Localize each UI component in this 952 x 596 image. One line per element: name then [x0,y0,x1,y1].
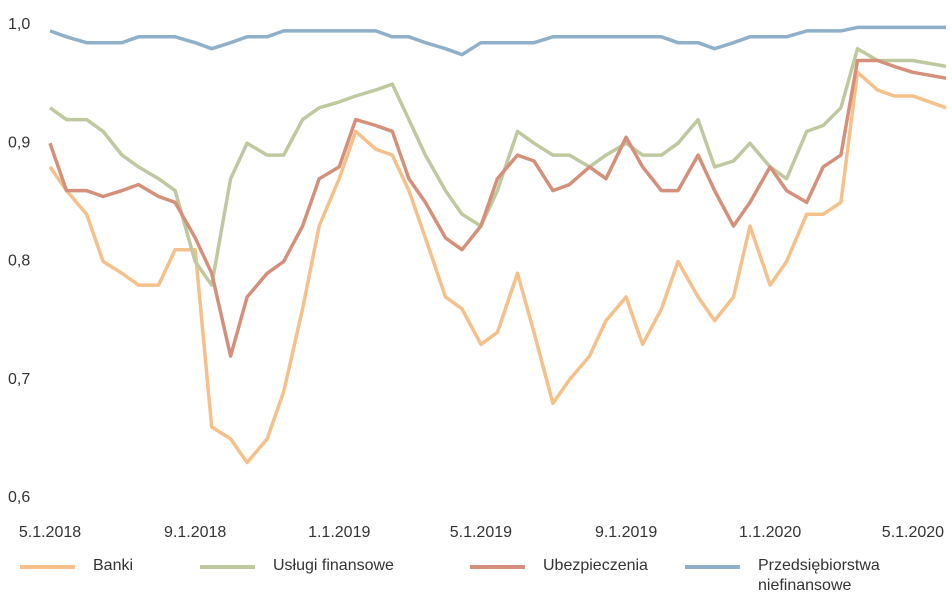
series-line [49,25,946,57]
series-line [48,70,947,465]
x-tick-label: 5.1.2019 [450,524,512,541]
y-tick-label: 0,8 [8,253,30,270]
chart: 0,6 0,7 0,8 0,9 1,0 5.1.2018 9.1.2018 1.1.2019 5… [8,16,947,541]
legend-item: Przedsiębiorstwa niefinansowe [685,556,905,596]
x-tick-label: 9.1.2018 [164,524,226,541]
legend-item: Ubezpieczenia [470,556,660,576]
y-tick-label: 0,9 [8,134,30,151]
legend-swatch [685,565,740,569]
legend-item: Banki [20,556,160,576]
y-tick-label: 1,0 [8,16,30,33]
y-tick-label: 0,7 [8,371,30,388]
series-line [48,46,947,287]
legend-swatch [200,565,255,569]
x-tick-label: 1.1.2020 [739,524,801,541]
legend-item: Usługi finansowe [200,556,420,576]
legend-label: Przedsiębiorstwa niefinansowe [758,557,880,594]
x-tick-label: 5.1.2020 [882,524,944,541]
legend-label: Ubezpieczenia [543,557,648,574]
legend-swatch [20,565,75,569]
legend-swatch [470,565,525,569]
x-tick-label: 9.1.2019 [595,524,657,541]
legend-label: Usługi finansowe [273,557,394,574]
x-tick-label: 1.1.2019 [308,524,370,541]
y-tick-label: 0,6 [8,489,30,506]
legend-label: Banki [93,557,134,574]
series-line [48,58,947,358]
x-tick-label: 5.1.2018 [19,524,81,541]
